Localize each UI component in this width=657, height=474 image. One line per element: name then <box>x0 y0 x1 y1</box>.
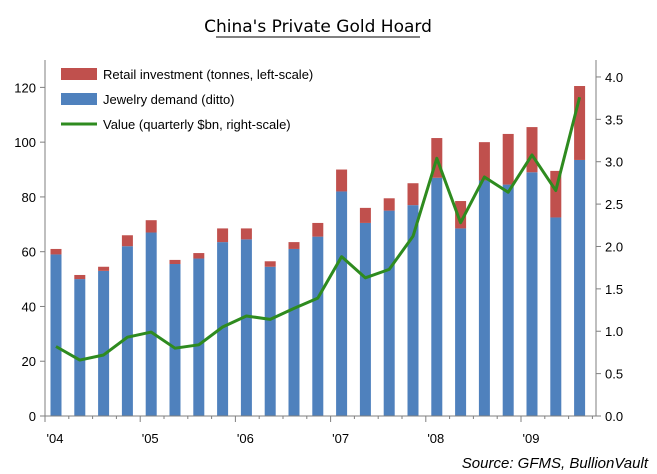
bar-retail <box>74 274 86 280</box>
x-axis-ticks: '04 '05 '06 '07 '08 '09 <box>44 416 593 446</box>
value-line-group <box>55 96 582 362</box>
bar-retail <box>169 259 181 265</box>
left-tick-label: 20 <box>22 354 36 369</box>
left-tick-label: 40 <box>22 299 36 314</box>
legend: Retail investment (tonnes, left-scale) J… <box>61 67 313 132</box>
x-tick-label: '09 <box>523 431 540 446</box>
left-tick-label: 80 <box>22 190 36 205</box>
right-tick-label: 1.0 <box>605 324 623 339</box>
bar-jewelry <box>217 242 229 416</box>
bar-retail <box>50 248 62 255</box>
bar-jewelry <box>312 236 324 416</box>
bar-jewelry <box>74 279 86 416</box>
right-tick-label: 0.0 <box>605 409 623 424</box>
bar-retail <box>383 198 395 211</box>
bar-jewelry <box>526 172 538 416</box>
bar-jewelry <box>169 264 181 416</box>
bar-jewelry <box>240 239 252 416</box>
right-tick-label: 3.0 <box>605 155 623 170</box>
left-tick-label: 60 <box>22 245 36 260</box>
bar-retail <box>312 222 324 237</box>
x-tick-label: '08 <box>427 431 444 446</box>
bar-retail <box>145 220 157 233</box>
x-tick-label: '04 <box>47 431 64 446</box>
bar-retail <box>264 261 276 267</box>
right-axis-ticks: 0.0 0.5 1.0 1.5 2.0 2.5 3.0 3.5 4.0 <box>596 70 623 424</box>
bar-jewelry <box>145 232 157 416</box>
x-tick-label: '07 <box>332 431 349 446</box>
bar-retail <box>240 228 252 240</box>
bar-jewelry <box>50 254 62 416</box>
legend-label-retail: Retail investment (tonnes, left-scale) <box>103 67 313 82</box>
right-tick-label: 3.5 <box>605 112 623 127</box>
bar-jewelry <box>193 258 205 416</box>
right-tick-label: 4.0 <box>605 70 623 85</box>
bar-jewelry <box>407 205 419 416</box>
bar-group <box>50 86 586 416</box>
bar-jewelry <box>264 266 276 416</box>
x-tick-label: '05 <box>142 431 159 446</box>
chart-title: China's Private Gold Hoard <box>204 17 432 37</box>
bar-jewelry <box>478 180 490 416</box>
bar-jewelry <box>359 222 371 416</box>
legend-label-value: Value (quarterly $bn, right-scale) <box>103 117 291 132</box>
bar-retail <box>98 266 110 271</box>
bar-retail <box>502 133 514 185</box>
legend-swatch-retail <box>61 68 97 80</box>
bar-retail <box>359 207 371 223</box>
bar-retail <box>193 253 205 259</box>
bar-jewelry <box>431 177 443 416</box>
value-line <box>55 96 582 362</box>
bar-jewelry <box>383 210 395 416</box>
bar-jewelry <box>336 191 348 416</box>
bar-retail <box>407 183 419 206</box>
legend-swatch-jewelry <box>61 93 97 105</box>
bar-retail <box>550 170 562 218</box>
right-tick-label: 0.5 <box>605 367 623 382</box>
bar-jewelry <box>455 228 467 416</box>
left-tick-label: 0 <box>29 409 36 424</box>
bar-retail <box>574 86 586 160</box>
legend-label-jewelry: Jewelry demand (ditto) <box>103 92 235 107</box>
right-tick-label: 1.5 <box>605 282 623 297</box>
source-note: Source: GFMS, BullionVault <box>462 455 649 472</box>
bar-retail <box>526 127 538 173</box>
bar-jewelry <box>121 246 133 416</box>
bar-retail <box>336 169 348 192</box>
bar-jewelry <box>502 184 514 416</box>
bar-retail <box>478 142 490 181</box>
right-tick-label: 2.5 <box>605 197 623 212</box>
left-tick-label: 120 <box>14 80 36 95</box>
x-tick-label: '06 <box>237 431 254 446</box>
left-tick-label: 100 <box>14 135 36 150</box>
bar-jewelry <box>98 270 110 416</box>
bar-retail <box>455 201 467 229</box>
bar-jewelry <box>550 217 562 416</box>
bar-retail <box>121 235 133 247</box>
bar-retail <box>217 228 229 243</box>
left-axis-ticks: 0 20 40 60 80 100 120 <box>14 80 45 424</box>
right-tick-label: 2.0 <box>605 239 623 254</box>
bar-jewelry <box>574 159 586 416</box>
bar-jewelry <box>288 248 300 416</box>
bar-retail <box>288 242 300 249</box>
